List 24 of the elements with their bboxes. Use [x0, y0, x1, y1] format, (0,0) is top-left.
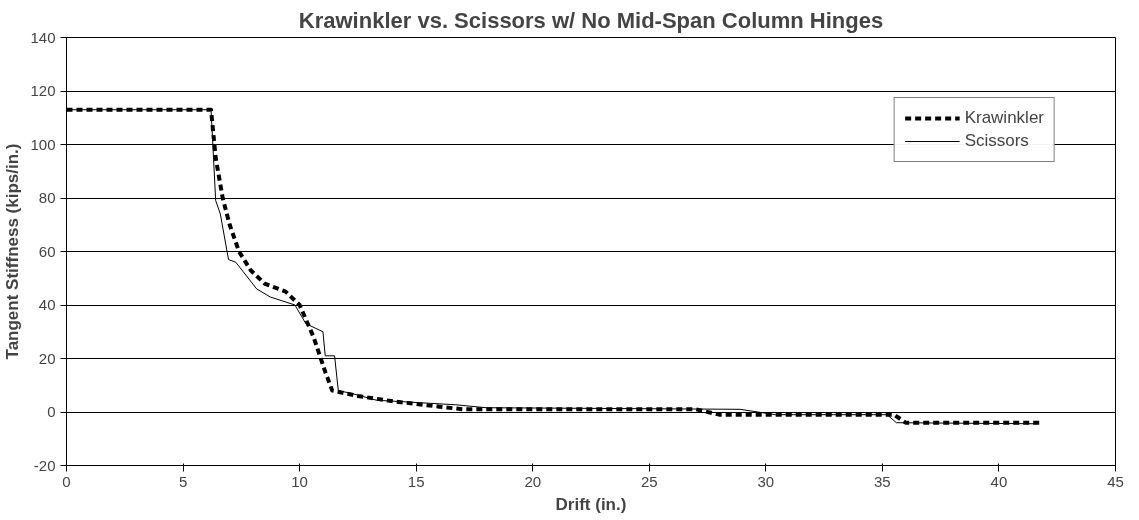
x-tick-label: 40	[990, 472, 1008, 490]
legend-label: Krawinkler	[964, 108, 1044, 128]
y-axis-title: Tangent Stiffness (kips/in.)	[3, 143, 23, 360]
y-tick-label: 120	[30, 82, 56, 99]
x-tick-label: 20	[524, 472, 542, 490]
y-tick-label: 100	[30, 135, 56, 153]
y-tick-label: 60	[38, 242, 56, 260]
legend-label: Scissors	[964, 131, 1029, 151]
x-tick-label: 5	[178, 472, 188, 490]
x-tick-label: 10	[291, 472, 308, 490]
x-tick-label: 35	[874, 472, 891, 490]
x-tick-label: 45	[1107, 472, 1124, 490]
y-tick-label: 140	[30, 28, 56, 46]
y-tick-label: -20	[33, 456, 56, 474]
chart-title: Krawinkler vs. Scissors w/ No Mid-Span Column Hinges	[298, 7, 884, 33]
x-axis-title: Drift (in.)	[555, 494, 627, 514]
x-tick-label: 15	[407, 472, 425, 490]
y-tick-label: 80	[38, 189, 56, 206]
x-tick-label: 30	[757, 472, 775, 490]
x-tick-label: 0	[62, 472, 71, 490]
y-tick-label: 40	[38, 296, 56, 313]
x-tick-label: 25	[640, 472, 658, 490]
y-tick-label: 0	[47, 403, 56, 420]
y-tick-label: 20	[38, 349, 56, 367]
